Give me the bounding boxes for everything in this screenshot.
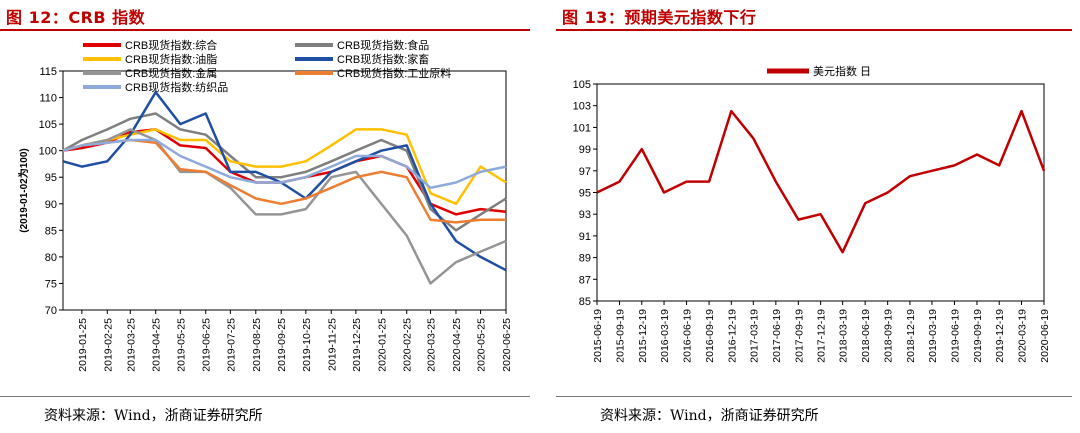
x-tick-label: 2019-03-19	[927, 309, 939, 363]
y-tick-label: 75	[45, 278, 57, 290]
x-tick-label: 2019-04-25	[151, 318, 163, 372]
y-tick-label: 105	[39, 119, 57, 131]
x-tick-label: 2020-04-25	[451, 318, 463, 372]
series-line	[62, 128, 507, 216]
legend-label: CRB现货指数:纺织品	[125, 80, 228, 94]
x-tick-label: 2017-03-19	[748, 309, 760, 363]
right-source-rule	[556, 396, 1072, 397]
y-tick-label: 101	[573, 122, 591, 134]
right-chart-title: 图 13：预期美元指数下行	[562, 8, 757, 27]
x-tick-label: 2020-05-25	[476, 318, 488, 372]
x-tick-label: 2015-12-19	[637, 309, 649, 363]
x-tick-label: 2020-06-19	[1039, 309, 1051, 363]
x-tick-label: 2019-12-19	[994, 309, 1006, 363]
y-tick-label: 115	[39, 66, 57, 78]
x-tick-label: 2017-12-19	[816, 309, 828, 363]
right-title-rule	[556, 29, 1072, 31]
x-tick-label: 2020-03-19	[1016, 309, 1028, 363]
legend-label: CRB现货指数:工业原料	[337, 66, 451, 80]
y-tick-label: 90	[45, 199, 57, 211]
x-tick-label: 2019-07-25	[225, 318, 237, 372]
y-tick-label: 70	[45, 305, 57, 317]
x-tick-label: 2020-03-25	[426, 318, 438, 372]
x-tick-label: 2016-06-19	[682, 309, 694, 363]
y-tick-label: 87	[579, 274, 591, 286]
y-tick-label: 95	[579, 188, 591, 200]
y-tick-label: 85	[579, 296, 591, 308]
x-tick-label: 2019-09-19	[972, 309, 984, 363]
series-line	[62, 138, 507, 190]
left-chart-plot: 70 75 80 85 90 95 100 105 110 115 2019-01-25 2019-0…	[17, 38, 513, 372]
x-tick-label: 2019-10-25	[301, 318, 313, 372]
x-tick-label: 2017-09-19	[793, 309, 805, 363]
series-line	[596, 109, 1046, 254]
left-chart-panel: 图 12：CRB 指数 70 75 80 85 90 95 100 105 110 115 2019…	[0, 8, 530, 424]
right-source-note: 资料来源：Wind，浙商证券研究所	[600, 408, 819, 424]
y-tick-label: 105	[573, 79, 591, 91]
right-chart-plot: 85 87 89 91 93 95 97 99 101 103 105 2015-06-19 2015-…	[573, 64, 1051, 363]
x-tick-label: 2019-06-25	[201, 318, 213, 372]
series-line	[62, 112, 507, 232]
x-tick-label: 2020-01-25	[376, 318, 388, 372]
left-chart-title: 图 12：CRB 指数	[6, 8, 146, 27]
x-tick-label: 2019-09-25	[276, 318, 288, 372]
y-tick-label: 85	[45, 225, 57, 237]
x-tick-label: 2018-12-19	[905, 309, 917, 363]
plot-frame	[62, 70, 507, 311]
x-tick-label: 2019-01-25	[77, 318, 89, 372]
x-tick-label: 2019-06-19	[949, 309, 961, 363]
y-tick-label: 100	[39, 146, 57, 158]
x-tick-label: 2019-11-25	[326, 318, 338, 371]
y-tick-label: 91	[579, 231, 591, 243]
x-tick-label: 2019-05-25	[175, 318, 187, 372]
y-tick-label: 95	[45, 172, 57, 184]
legend-label: CRB现货指数:食品	[337, 38, 429, 52]
x-tick-label: 2015-09-19	[615, 309, 627, 363]
x-tick-label: 2019-03-25	[125, 318, 137, 372]
x-tick-label: 2017-06-19	[771, 309, 783, 363]
left-title-rule	[0, 29, 530, 31]
x-tick-label: 2019-02-25	[102, 318, 114, 372]
x-tick-label: 2015-06-19	[592, 309, 604, 363]
legend-label: CRB现货指数:油脂	[125, 52, 217, 66]
x-tick-label: 2020-02-25	[402, 318, 414, 372]
right-chart-panel: 图 13：预期美元指数下行 85 87 89 91 93 95 97 99 101 103 105 2…	[556, 0, 1080, 433]
legend-label: 美元指数 日	[813, 64, 871, 78]
legend-label: CRB现货指数:金属	[125, 66, 217, 80]
y-axis-label: (2019-01-02为100)	[17, 148, 30, 233]
left-source-rule	[0, 396, 530, 397]
x-tick-label: 2018-09-19	[883, 309, 895, 363]
legend-label: CRB现货指数:综合	[125, 38, 217, 52]
x-tick-label: 2018-03-19	[838, 309, 850, 363]
y-tick-label: 80	[45, 252, 57, 264]
x-tick-label: 2020-06-25	[501, 318, 513, 372]
y-tick-label: 110	[39, 93, 57, 105]
series-line	[62, 128, 507, 285]
x-tick-label: 2016-12-19	[726, 309, 738, 363]
y-tick-label: 89	[579, 253, 591, 265]
y-tick-label: 97	[579, 166, 591, 178]
left-source-note: 资料来源：Wind，浙商证券研究所	[44, 408, 263, 424]
x-tick-label: 2018-06-19	[860, 309, 872, 363]
y-tick-label: 93	[579, 209, 591, 221]
y-tick-label: 99	[579, 144, 591, 156]
x-tick-label: 2016-03-19	[659, 309, 671, 363]
x-tick-label: 2019-08-25	[251, 318, 263, 372]
y-tick-label: 103	[573, 101, 591, 113]
x-tick-label: 2019-12-25	[351, 318, 363, 372]
legend-label: CRB现货指数:家畜	[337, 52, 429, 66]
x-tick-label: 2016-09-19	[704, 309, 716, 363]
